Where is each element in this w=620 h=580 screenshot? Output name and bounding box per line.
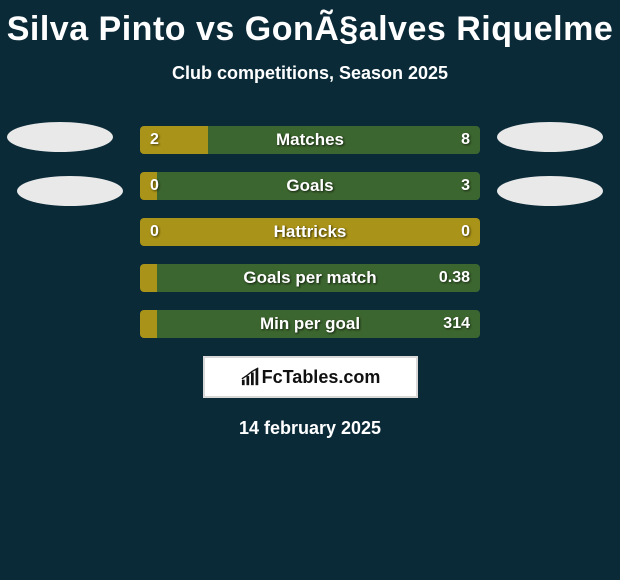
decorative-ellipse <box>17 176 123 206</box>
date-text: 14 february 2025 <box>0 418 620 439</box>
page-title: Silva Pinto vs GonÃ§alves Riquelme <box>0 0 620 49</box>
decorative-ellipse <box>497 122 603 152</box>
decorative-ellipse <box>7 122 113 152</box>
stat-bar-row: 0.38Goals per match <box>140 264 480 292</box>
brand-text: FcTables.com <box>262 367 381 388</box>
stat-bar-row: 28Matches <box>140 126 480 154</box>
stat-label: Hattricks <box>140 222 480 242</box>
subtitle: Club competitions, Season 2025 <box>0 63 620 84</box>
chart-icon <box>240 367 262 387</box>
stat-bar-row: 03Goals <box>140 172 480 200</box>
comparison-bars: 28Matches 03Goals 00Hattricks 0.38Goals per… <box>140 126 480 338</box>
brand-box: FcTables.com <box>203 356 418 398</box>
decorative-ellipse <box>497 176 603 206</box>
stat-label: Min per goal <box>140 314 480 334</box>
stat-label: Goals per match <box>140 268 480 288</box>
stat-label: Goals <box>140 176 480 196</box>
stat-bar-row: 00Hattricks <box>140 218 480 246</box>
stat-label: Matches <box>140 130 480 150</box>
stat-bar-row: 314Min per goal <box>140 310 480 338</box>
